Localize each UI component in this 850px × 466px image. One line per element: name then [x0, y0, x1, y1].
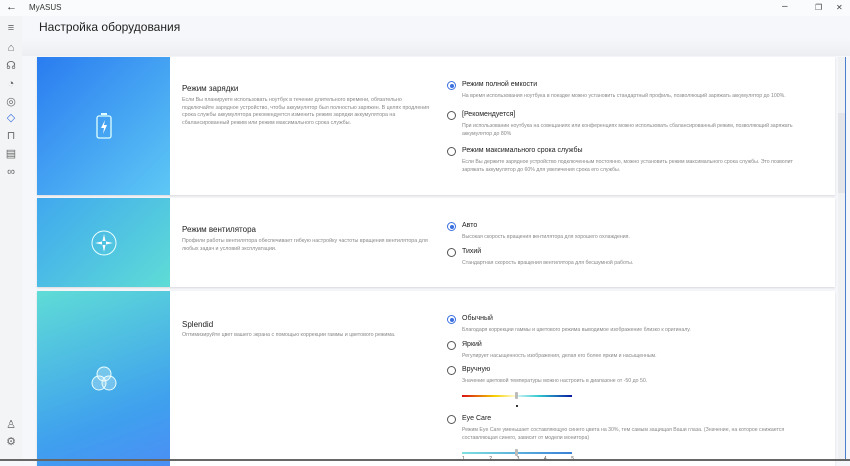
option-label: Режим максимального срока службы	[462, 147, 583, 154]
option-manual[interactable]: Вручную Значение цветовой температуры мож…	[447, 366, 827, 407]
scrollbar-edge	[845, 57, 846, 461]
option-description: Значение цветовой температуры можно наст…	[462, 378, 648, 384]
scrollbar-thumb[interactable]	[838, 113, 846, 193]
option-description: Режим Eye Care уменьшает составляющую си…	[462, 427, 785, 441]
system-icon[interactable]: ◎	[6, 96, 16, 108]
diagnostics-icon[interactable]: ◔	[7, 78, 15, 90]
option-label: Тихий	[462, 248, 482, 255]
option-description: Благодаря коррекции гаммы и цветового ре…	[462, 327, 691, 333]
option-description: Стандартная скорость вращения вентилятор…	[462, 260, 634, 266]
color-circles-icon	[37, 291, 170, 466]
option-label: Вручную	[462, 366, 491, 373]
page-title: Настройка оборудования	[39, 20, 181, 34]
menu-icon[interactable]: ≡	[7, 22, 15, 34]
option-eye-care[interactable]: Eye Care Режим Eye Care уменьшает составл…	[447, 415, 827, 465]
user-icon[interactable]: ♙	[6, 419, 16, 431]
option-label: Обычный	[462, 315, 493, 322]
fan-mode-card: Режим вентилятора Профили работы вентиля…	[37, 198, 835, 287]
close-button[interactable]: ✕	[836, 3, 843, 12]
back-button[interactable]: ←	[6, 1, 17, 13]
option-description: На время использования ноутбука в поездк…	[462, 93, 786, 99]
store-icon[interactable]: ⊓	[6, 130, 16, 142]
charging-mode-card: Режим зарядки Если Вы планируете использ…	[37, 57, 835, 195]
support-icon[interactable]: ☊	[6, 60, 16, 72]
header-divider	[22, 38, 850, 56]
radio-button[interactable]	[447, 341, 456, 350]
center-marker	[516, 405, 518, 407]
radio-button[interactable]	[447, 248, 456, 257]
slider-thumb[interactable]	[515, 392, 518, 399]
card-title: Splendid	[182, 320, 214, 329]
option-label: Яркий	[462, 341, 482, 348]
option-label: Авто	[462, 222, 478, 229]
fan-icon	[37, 198, 170, 287]
card-title: Режим вентилятора	[182, 225, 256, 234]
minimize-button[interactable]: –	[782, 1, 788, 12]
gear-icon[interactable]: ⚙	[6, 436, 16, 448]
bottom-edge	[0, 459, 850, 461]
color-temperature-slider[interactable]	[462, 392, 572, 399]
splendid-card: Splendid Оптимизируйте цвет вашего экран…	[37, 291, 835, 466]
option-label: [Рекомендуется]	[462, 111, 516, 118]
radio-button[interactable]	[447, 111, 456, 120]
option-label: Режим полной емкости	[462, 81, 538, 88]
radio-button[interactable]	[447, 222, 456, 231]
option-label: Eye Care	[462, 415, 492, 422]
eye-care-slider[interactable]	[462, 449, 572, 456]
radio-button[interactable]	[447, 366, 456, 375]
radio-button[interactable]	[447, 315, 456, 324]
news-icon[interactable]: ▤	[5, 148, 17, 160]
card-description: Оптимизируйте цвет вашего экрана с помощ…	[182, 332, 396, 338]
customization-icon[interactable]: ◇	[6, 112, 16, 124]
scrollbar[interactable]	[838, 57, 846, 461]
option-description: При использовании ноутбука на совещаниях…	[462, 123, 793, 137]
battery-charging-icon	[37, 57, 170, 195]
link-icon[interactable]: ∞	[7, 166, 15, 178]
home-icon[interactable]: ⌂	[7, 42, 15, 54]
restore-button[interactable]: ❐	[815, 3, 823, 12]
radio-button[interactable]	[447, 147, 456, 156]
radio-button[interactable]	[447, 81, 456, 90]
card-description: Профили работы вентилятора обеспечивает …	[182, 238, 428, 252]
radio-button[interactable]	[447, 415, 456, 424]
card-description: Если Вы планируете использовать ноутбук …	[182, 97, 430, 126]
title-bar: ← MyASUS – ❐ ✕	[0, 0, 850, 16]
option-description: Регулирует насыщенность изображения, дел…	[462, 353, 657, 359]
app-title: MyASUS	[29, 3, 62, 12]
slider-thumb[interactable]	[515, 449, 518, 456]
option-description: Высокая скорость вращения вентилятора дл…	[462, 234, 630, 240]
option-description: Если Вы держите зарядное устройство подк…	[462, 159, 793, 173]
card-title: Режим зарядки	[182, 84, 239, 93]
sidebar: ≡ ⌂ ☊ ◔ ◎ ◇ ⊓ ▤ ∞ ♙ ⚙	[0, 16, 22, 461]
